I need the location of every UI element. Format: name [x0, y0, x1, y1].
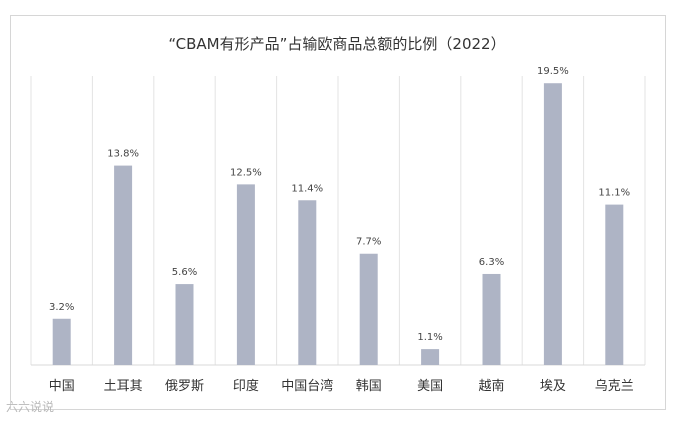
bar — [543, 83, 562, 365]
bar — [114, 165, 133, 365]
bar — [359, 253, 378, 365]
data-label: 13.8% — [107, 149, 139, 160]
x-tick-label: 中国 — [49, 379, 75, 394]
x-tick-label: 埃及 — [540, 379, 566, 394]
bar — [236, 184, 255, 365]
bar — [482, 273, 501, 365]
data-label: 11.1% — [598, 188, 630, 199]
data-label: 1.1% — [417, 332, 442, 343]
bar — [298, 200, 317, 365]
bar — [605, 204, 624, 365]
x-tick-label: 美国 — [417, 379, 443, 394]
x-tick-label: 中国台湾 — [281, 378, 333, 394]
chart-title: “CBAM有形产品”占输欧商品总额的比例（2022） — [168, 35, 506, 53]
bar — [421, 349, 440, 365]
data-label: 19.5% — [537, 66, 569, 77]
bar — [175, 284, 194, 365]
data-label: 6.3% — [479, 257, 504, 268]
x-tick-label: 俄罗斯 — [165, 379, 204, 394]
data-label: 3.2% — [49, 302, 74, 313]
data-label: 7.7% — [356, 237, 381, 248]
data-label: 12.5% — [230, 167, 262, 178]
x-tick-label: 印度 — [233, 378, 259, 394]
data-label: 11.4% — [291, 183, 323, 194]
data-label: 5.6% — [172, 267, 197, 278]
x-tick-label: 韩国 — [356, 379, 382, 394]
bar — [52, 318, 71, 365]
x-tick-label: 乌克兰 — [595, 378, 634, 394]
x-tick-label: 越南 — [478, 378, 504, 394]
x-tick-label: 土耳其 — [104, 379, 143, 394]
watermark: 六六说说 — [6, 400, 55, 414]
